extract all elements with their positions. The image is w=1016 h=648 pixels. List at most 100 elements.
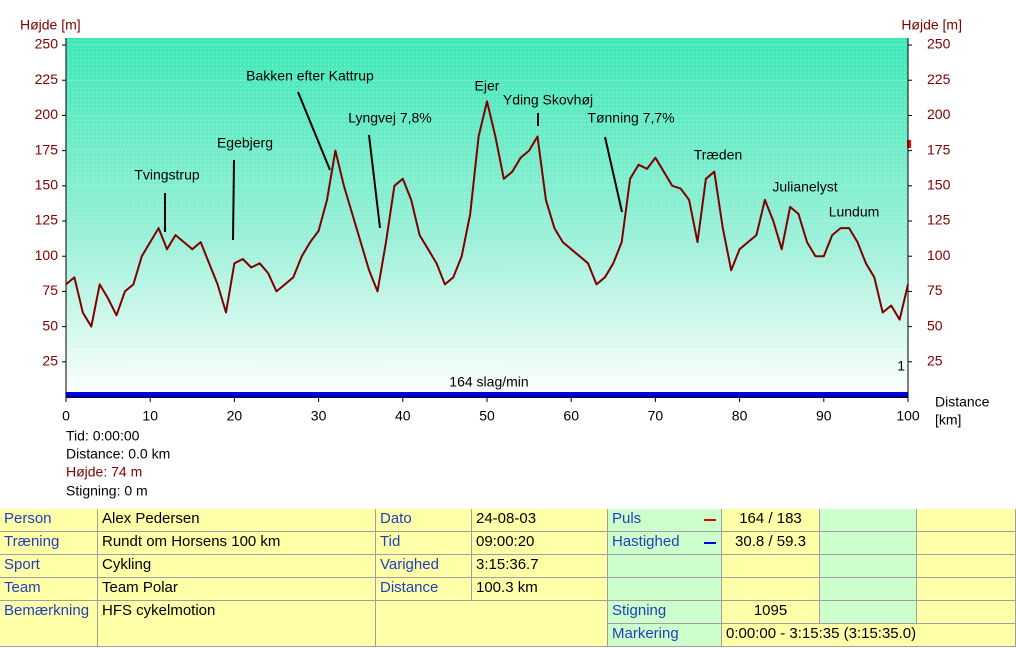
empty-cell: [820, 509, 917, 532]
x-tick-label: 0: [62, 408, 70, 424]
y2-tick-label: 75: [927, 282, 943, 298]
y-tick-label: 25: [42, 353, 58, 369]
annotation: Tønning 7,7%: [587, 110, 674, 126]
empty-cell: [820, 601, 917, 624]
row-label: Puls: [608, 509, 722, 532]
legend-swatch: [704, 542, 716, 544]
y2-tick-label: 200: [927, 106, 951, 122]
y-tick-label: 100: [35, 247, 59, 263]
empty-cell: [820, 532, 917, 555]
annotation: Julianelyst: [772, 179, 837, 195]
x-tick-label: 60: [563, 408, 579, 424]
empty-cell: [820, 578, 917, 601]
y-tick-label: 50: [42, 317, 58, 333]
row-label: Markering: [608, 624, 722, 647]
pulse-bar: [66, 392, 908, 398]
y2-tick-label: 175: [927, 141, 951, 157]
chart: Højde [m] Højde [m] Distance [km] Tid: 0…: [20, 17, 990, 499]
annotation-leader: [232, 159, 235, 241]
row-label: Dato: [376, 509, 472, 532]
row-value: HFS cykelmotion: [98, 601, 376, 647]
row-value: 3:15:36.7: [472, 555, 608, 578]
y-tick-label: 225: [35, 71, 59, 87]
empty-cell: [608, 578, 722, 601]
y-tick-label: 175: [35, 141, 59, 157]
empty-cell: [917, 578, 1016, 601]
elevation-line: [65, 100, 909, 328]
info-climb: Stigning: 0 m: [66, 483, 148, 499]
annotation: Ejer: [475, 78, 500, 94]
row-label: Team: [0, 578, 98, 601]
x-tick-label: 20: [227, 408, 243, 424]
annotation: Yding Skovhøj: [503, 92, 593, 108]
empty-cell: [820, 555, 917, 578]
y-tick-label: 75: [42, 282, 58, 298]
annotation: Træden: [694, 147, 743, 163]
x-tick-label: 50: [479, 408, 495, 424]
row-value: 164 / 183: [722, 509, 820, 532]
row-label: Person: [0, 509, 98, 532]
row-label: Hastighed: [608, 532, 722, 555]
empty-cell: [917, 509, 1016, 532]
row-label: Distance: [376, 578, 472, 601]
row-label: Tid: [376, 532, 472, 555]
x-tick-label: 100: [896, 408, 920, 424]
empty-cell: [722, 578, 820, 601]
x-tick-label: 70: [648, 408, 664, 424]
annotation-leader: [297, 91, 331, 171]
empty-cell: [608, 555, 722, 578]
info-distance: Distance: 0.0 km: [66, 446, 170, 462]
row-value: 09:00:20: [472, 532, 608, 555]
x-tick-label: 90: [816, 408, 832, 424]
empty-cell: [722, 555, 820, 578]
row-value: Rundt om Horsens 100 km: [98, 532, 376, 555]
annotation-leader: [368, 134, 381, 229]
y-tick-label: 125: [35, 212, 59, 228]
row-label: Stigning: [608, 601, 722, 624]
y-tick-label: 200: [35, 106, 59, 122]
row-value: 100.3 km: [472, 578, 608, 601]
marker-label: 1: [897, 358, 905, 374]
row-label: Træning: [0, 532, 98, 555]
x-tick-label: 80: [732, 408, 748, 424]
x-tick-label: 40: [395, 408, 411, 424]
y2-tick-label: 125: [927, 212, 951, 228]
row-value: 0:00:00 - 3:15:35 (3:15:35.0): [722, 624, 1016, 647]
pulse-label: 164 slag/min: [449, 374, 528, 390]
annotation: Bakken efter Kattrup: [246, 68, 374, 84]
row-value: 30.8 / 59.3: [722, 532, 820, 555]
row-value: 24-08-03: [472, 509, 608, 532]
row-label: [376, 601, 608, 647]
row-value: Cykling: [98, 555, 376, 578]
legend-swatch: [704, 519, 716, 521]
empty-cell: [917, 532, 1016, 555]
info-height: Højde: 74 m: [66, 464, 142, 480]
x-tick-label: 30: [311, 408, 327, 424]
row-value: Team Polar: [98, 578, 376, 601]
x-axis-title: Distance: [935, 394, 990, 410]
row-value: Alex Pedersen: [98, 509, 376, 532]
info-time: Tid: 0:00:00: [66, 428, 140, 444]
empty-cell: [917, 555, 1016, 578]
annotation-leader: [604, 136, 623, 213]
y-axis-title: Højde [m]: [20, 17, 81, 33]
summary-table: Person Alex Pedersen Træning Rundt om Horse…: [0, 509, 1016, 647]
y2-tick-label: 250: [927, 36, 951, 52]
pulse-marker: [907, 140, 911, 148]
y-tick-label: 150: [35, 177, 59, 193]
y2-tick-label: 50: [927, 317, 943, 333]
x-axis-unit: [km]: [935, 412, 961, 428]
x-tick-label: 10: [142, 408, 158, 424]
annotation: Egebjerg: [217, 135, 273, 151]
annotation: Lyngvej 7,8%: [348, 110, 432, 126]
y2-tick-label: 100: [927, 247, 951, 263]
row-label: Bemærkning: [0, 601, 98, 647]
y2-axis-title: Højde [m]: [901, 17, 962, 33]
y2-tick-label: 150: [927, 177, 951, 193]
y2-tick-label: 225: [927, 71, 951, 87]
y2-tick-label: 25: [927, 353, 943, 369]
row-label: Varighed: [376, 555, 472, 578]
plot-texture: [66, 38, 908, 397]
y-tick-label: 250: [35, 36, 59, 52]
